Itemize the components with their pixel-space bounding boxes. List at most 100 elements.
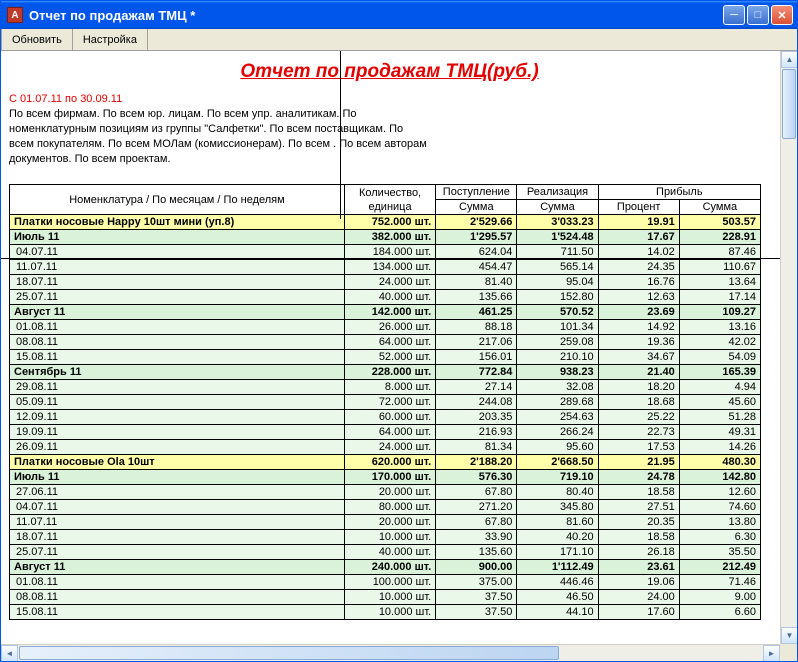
cell-sum: 142.80: [679, 470, 760, 485]
cell-name: Платки носовые Happy 10шт мини (уп.8): [10, 215, 345, 230]
cell-in: 135.60: [436, 545, 517, 560]
cell-in: 576.30: [436, 470, 517, 485]
cell-pct: 20.35: [598, 515, 679, 530]
scroll-down-icon[interactable]: ▼: [781, 627, 797, 644]
col-profit: Прибыль: [598, 185, 760, 200]
cell-in: 88.18: [436, 320, 517, 335]
cell-sum: 9.00: [679, 590, 760, 605]
cell-qty: 8.000 шт.: [344, 380, 435, 395]
cell-out: 446.46: [517, 575, 598, 590]
cell-pct: 24.35: [598, 260, 679, 275]
cell-qty: 752.000 шт.: [344, 215, 435, 230]
cell-in: 27.14: [436, 380, 517, 395]
cell-sum: 49.31: [679, 425, 760, 440]
cell-name: 15.08.11: [10, 350, 345, 365]
table-body: Платки носовые Happy 10шт мини (уп.8)752…: [10, 215, 761, 620]
vertical-thumb[interactable]: [782, 69, 796, 139]
table-row[interactable]: 15.08.1152.000 шт.156.01210.1034.6754.09: [10, 350, 761, 365]
cell-sum: 51.28: [679, 410, 760, 425]
cell-qty: 240.000 шт.: [344, 560, 435, 575]
table-row[interactable]: Июль 11382.000 шт.1'295.571'524.4817.672…: [10, 230, 761, 245]
table-row[interactable]: Платки носовые Happy 10шт мини (уп.8)752…: [10, 215, 761, 230]
cell-sum: 4.94: [679, 380, 760, 395]
cell-qty: 24.000 шт.: [344, 275, 435, 290]
horizontal-rule: [1, 258, 780, 259]
table-row[interactable]: 27.06.1120.000 шт.67.8080.4018.5812.60: [10, 485, 761, 500]
cell-sum: 71.46: [679, 575, 760, 590]
col-name: Номенклатура / По месяцам / По неделям: [10, 185, 345, 215]
cell-pct: 19.91: [598, 215, 679, 230]
cell-out: 719.10: [517, 470, 598, 485]
cell-name: 12.09.11: [10, 410, 345, 425]
cell-sum: 110.67: [679, 260, 760, 275]
cell-qty: 142.000 шт.: [344, 305, 435, 320]
cell-pct: 19.36: [598, 335, 679, 350]
cell-in: 37.50: [436, 605, 517, 620]
table-row[interactable]: 08.08.1110.000 шт.37.5046.5024.009.00: [10, 590, 761, 605]
cell-sum: 42.02: [679, 335, 760, 350]
cell-in: 271.20: [436, 500, 517, 515]
table-row[interactable]: 05.09.1172.000 шт.244.08289.6818.6845.60: [10, 395, 761, 410]
col-in: Поступление: [436, 185, 517, 200]
table-row[interactable]: 26.09.1124.000 шт.81.3495.6017.5314.26: [10, 440, 761, 455]
cell-qty: 40.000 шт.: [344, 290, 435, 305]
cell-pct: 26.18: [598, 545, 679, 560]
app-icon: A: [7, 7, 23, 23]
toolbar: Обновить Настройка: [1, 29, 797, 51]
cell-qty: 64.000 шт.: [344, 425, 435, 440]
table-row[interactable]: 01.08.1126.000 шт.88.18101.3414.9213.16: [10, 320, 761, 335]
maximize-button[interactable]: □: [747, 5, 769, 25]
cell-name: 04.07.11: [10, 500, 345, 515]
cell-name: 25.07.11: [10, 545, 345, 560]
cell-pct: 21.40: [598, 365, 679, 380]
vertical-scrollbar[interactable]: ▲ ▼: [780, 51, 797, 644]
cell-qty: 620.000 шт.: [344, 455, 435, 470]
table-row[interactable]: 04.07.1180.000 шт.271.20345.8027.5174.60: [10, 500, 761, 515]
table-row[interactable]: 12.09.1160.000 шт.203.35254.6325.2251.28: [10, 410, 761, 425]
report-table: Номенклатура / По месяцам / По неделям К…: [9, 184, 761, 620]
refresh-button[interactable]: Обновить: [1, 29, 73, 50]
table-row[interactable]: 08.08.1164.000 шт.217.06259.0819.3642.02: [10, 335, 761, 350]
titlebar[interactable]: A Отчет по продажам ТМЦ * ─ □ ✕: [1, 1, 797, 29]
horizontal-thumb[interactable]: [19, 646, 559, 660]
table-row[interactable]: Сентябрь 11228.000 шт.772.84938.2321.401…: [10, 365, 761, 380]
cell-pct: 18.20: [598, 380, 679, 395]
cell-name: 25.07.11: [10, 290, 345, 305]
table-row[interactable]: 18.07.1124.000 шт.81.4095.0416.7613.64: [10, 275, 761, 290]
table-row[interactable]: 19.09.1164.000 шт.216.93266.2422.7349.31: [10, 425, 761, 440]
table-row[interactable]: 15.08.1110.000 шт.37.5044.1017.606.60: [10, 605, 761, 620]
table-row[interactable]: Август 11142.000 шт.461.25570.5223.69109…: [10, 305, 761, 320]
horizontal-scrollbar[interactable]: ◄ ►: [1, 644, 780, 661]
table-row[interactable]: 25.07.1140.000 шт.135.60171.1026.1835.50: [10, 545, 761, 560]
table-row[interactable]: 25.07.1140.000 шт.135.66152.8012.6317.14: [10, 290, 761, 305]
table-row[interactable]: 01.08.11100.000 шт.375.00446.4619.0671.4…: [10, 575, 761, 590]
cell-name: 05.09.11: [10, 395, 345, 410]
table-row[interactable]: Июль 11170.000 шт.576.30719.1024.78142.8…: [10, 470, 761, 485]
scroll-right-icon[interactable]: ►: [763, 645, 780, 661]
cell-out: 40.20: [517, 530, 598, 545]
close-button[interactable]: ✕: [771, 5, 793, 25]
table-row[interactable]: 11.07.1120.000 шт.67.8081.6020.3513.80: [10, 515, 761, 530]
table-row[interactable]: Платки носовые Ola 10шт620.000 шт.2'188.…: [10, 455, 761, 470]
cell-pct: 22.73: [598, 425, 679, 440]
scroll-up-icon[interactable]: ▲: [781, 51, 797, 68]
cell-sum: 13.80: [679, 515, 760, 530]
cell-qty: 10.000 шт.: [344, 590, 435, 605]
table-row[interactable]: 11.07.11134.000 шт.454.47565.1424.35110.…: [10, 260, 761, 275]
table-row[interactable]: Август 11240.000 шт.900.001'112.4923.612…: [10, 560, 761, 575]
scroll-left-icon[interactable]: ◄: [1, 645, 18, 661]
cell-sum: 6.60: [679, 605, 760, 620]
table-row[interactable]: 18.07.1110.000 шт.33.9040.2018.586.30: [10, 530, 761, 545]
cell-name: Платки носовые Ola 10шт: [10, 455, 345, 470]
table-row[interactable]: 29.08.118.000 шт.27.1432.0818.204.94: [10, 380, 761, 395]
cell-out: 2'668.50: [517, 455, 598, 470]
cell-pct: 25.22: [598, 410, 679, 425]
window-controls: ─ □ ✕: [723, 5, 793, 25]
col-qty-top: Количество,: [344, 185, 435, 200]
settings-button[interactable]: Настройка: [73, 29, 148, 50]
cell-in: 461.25: [436, 305, 517, 320]
col-out: Реализация: [517, 185, 598, 200]
cell-qty: 72.000 шт.: [344, 395, 435, 410]
minimize-button[interactable]: ─: [723, 5, 745, 25]
cell-sum: 212.49: [679, 560, 760, 575]
